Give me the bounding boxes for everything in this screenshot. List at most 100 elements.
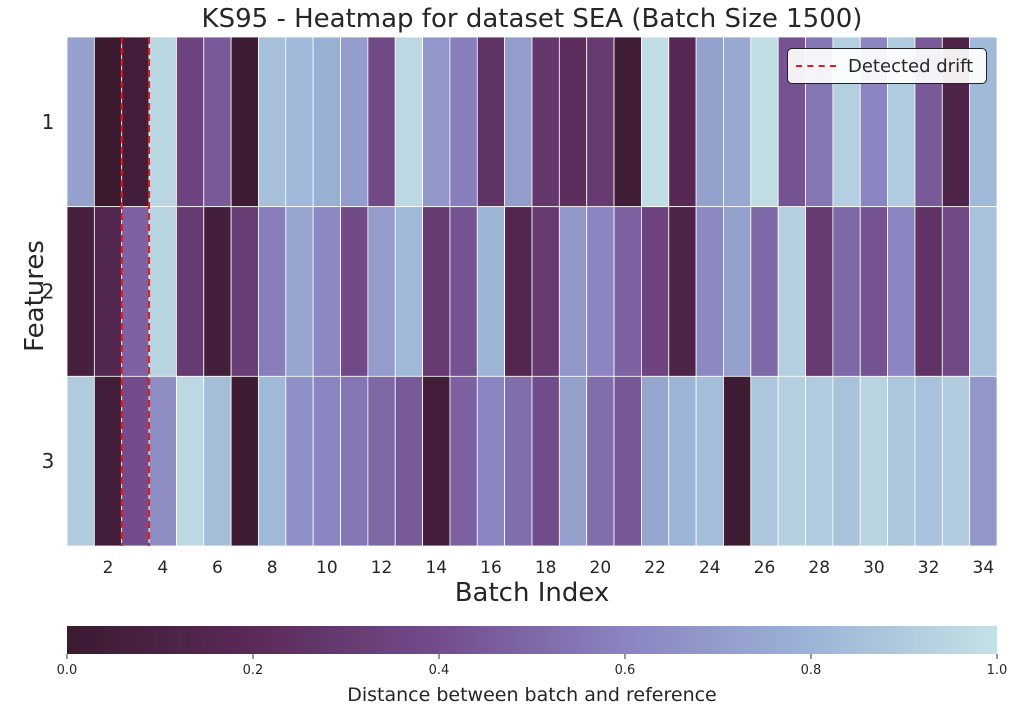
x-axis-label: Batch Index — [454, 578, 610, 608]
heatmap-cell — [449, 36, 478, 208]
heatmap-cell — [230, 36, 259, 208]
heatmap-cell — [285, 36, 314, 208]
heatmap-cell — [777, 375, 806, 547]
heatmap-cell — [750, 36, 779, 208]
heatmap-cell — [121, 375, 150, 547]
heatmap-cell — [394, 206, 423, 377]
heatmap-cell — [93, 375, 123, 547]
heatmap-cell — [504, 375, 533, 547]
x-tick-label: 20 — [590, 558, 612, 578]
heatmap-cell — [285, 375, 314, 547]
x-tick-label: 2 — [103, 558, 114, 578]
heatmap-cell — [148, 375, 177, 547]
heatmap-cell — [504, 36, 533, 208]
heatmap-cell — [148, 36, 177, 208]
x-tick-label: 22 — [644, 558, 666, 578]
heatmap-cell — [805, 375, 834, 547]
x-tick-label: 28 — [808, 558, 830, 578]
heatmap-cell — [859, 206, 888, 377]
legend-label-drift: Detected drift — [848, 55, 974, 77]
heatmap-cell — [586, 206, 615, 377]
heatmap-cell — [312, 206, 341, 377]
heatmap-cell — [832, 375, 861, 547]
heatmap-cell — [258, 206, 287, 377]
heatmap-cell — [914, 206, 943, 377]
legend-swatch-drift — [796, 65, 836, 67]
heatmap-cell — [668, 36, 697, 208]
heatmap-cell — [285, 206, 314, 377]
colorbar-tick-label: 0.8 — [801, 663, 822, 678]
x-tick-label: 8 — [267, 558, 278, 578]
colorbar-tick-label: 1.0 — [987, 663, 1008, 678]
heatmap-cell — [367, 206, 396, 377]
heatmap-cell — [422, 375, 451, 547]
heatmap-cell — [750, 206, 779, 377]
heatmap-cell — [777, 206, 806, 377]
heatmap-cell — [312, 375, 341, 547]
x-tick-label: 16 — [480, 558, 502, 578]
heatmap-cell — [340, 36, 369, 208]
heatmap-cell — [176, 36, 205, 208]
heatmap-cell — [93, 36, 123, 208]
heatmap-cell — [258, 36, 287, 208]
heatmap-cell — [641, 206, 670, 377]
heatmap-cell — [66, 375, 95, 547]
heatmap-cell — [340, 206, 369, 377]
colorbar-tick-label: 0.2 — [243, 663, 264, 678]
x-tick-label: 30 — [863, 558, 885, 578]
heatmap-cell — [832, 206, 861, 377]
heatmap-cell — [805, 206, 834, 377]
heatmap-cell — [668, 375, 697, 547]
colorbar-tick-label: 0.4 — [429, 663, 450, 678]
heatmap-cell — [887, 206, 916, 377]
heatmap-cell — [148, 206, 177, 377]
x-tick-label: 18 — [535, 558, 557, 578]
heatmap-cell — [422, 36, 451, 208]
heatmap-cell — [668, 206, 697, 377]
heatmap-cell — [613, 36, 642, 208]
heatmap-cell — [230, 206, 259, 377]
heatmap-cell — [422, 206, 451, 377]
heatmap-cell — [641, 36, 670, 208]
y-tick-label: 1 — [42, 110, 55, 134]
heatmap-cell — [176, 375, 205, 547]
x-tick-label: 24 — [699, 558, 721, 578]
colorbar-tick-label: 0.6 — [615, 663, 636, 678]
heatmap-cell — [641, 375, 670, 547]
heatmap-cell — [859, 375, 888, 547]
heatmap-cell — [531, 36, 560, 208]
heatmap-cell — [941, 206, 971, 377]
x-tick-label: 10 — [316, 558, 338, 578]
heatmap-cell — [941, 375, 971, 547]
heatmap-cell — [476, 206, 506, 377]
heatmap-cell — [340, 375, 369, 547]
x-tick-label: 4 — [157, 558, 168, 578]
heatmap-cell — [887, 375, 916, 547]
y-tick-label: 3 — [42, 449, 55, 473]
x-tick-label: 34 — [973, 558, 995, 578]
heatmap-cell — [230, 375, 259, 547]
y-tick-label: 2 — [42, 280, 55, 304]
heatmap-cell — [613, 375, 642, 547]
heatmap-cell — [312, 36, 341, 208]
heatmap-cell — [558, 206, 588, 377]
heatmap-cell — [476, 375, 506, 547]
heatmap-cell — [203, 206, 232, 377]
heatmap-cell — [394, 375, 423, 547]
heatmap-cell — [723, 375, 752, 547]
heatmap-cell — [723, 36, 752, 208]
heatmap-cell — [449, 375, 478, 547]
heatmap-cell — [394, 36, 423, 208]
heatmap-cell — [695, 36, 724, 208]
heatmap-cell — [367, 375, 396, 547]
heatmap-cell — [367, 36, 396, 208]
colorbar — [67, 626, 997, 654]
heatmap-cell — [504, 206, 533, 377]
x-tick-label: 12 — [371, 558, 393, 578]
x-tick-label: 14 — [425, 558, 447, 578]
heatmap-cell — [203, 375, 232, 547]
heatmap-cell — [531, 206, 560, 377]
heatmap-cell — [531, 375, 560, 547]
colorbar-tick-label: 0.0 — [57, 663, 78, 678]
